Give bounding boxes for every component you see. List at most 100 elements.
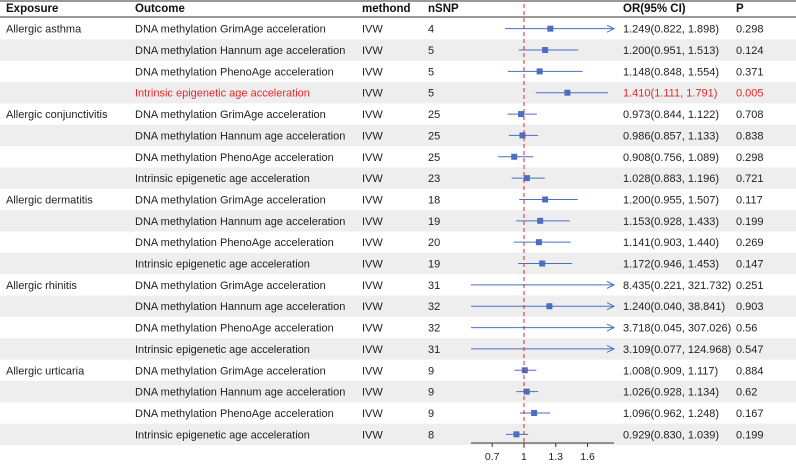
outcome-label: Intrinsic epigenetic age acceleration [135,173,310,185]
p-value: 0.903 [736,301,764,313]
or-ci-value: 0.908(0.756, 1.089) [623,152,719,164]
nsnp-value: 19 [428,259,440,271]
x-tick-label: 1.3 [548,451,563,463]
or-marker [535,239,542,246]
outcome-label: DNA methylation Hannum age acceleration [135,45,345,57]
nsnp-value: 9 [428,387,434,399]
ci-arrow [606,280,616,289]
p-value: 0.124 [736,45,764,57]
header-p: P [736,3,744,15]
or-ci-value: 1.240(0.040, 38.841) [623,301,725,313]
table-row: DNA methylation Hannum age acceleration I… [135,216,764,228]
plot-area [471,4,616,448]
table-row: DNA methylation PhenoAge acceleration IVW… [135,66,764,78]
method-label: IVW [362,152,383,164]
outcome-label: DNA methylation PhenoAge acceleration [135,408,334,420]
or-marker [523,175,530,182]
or-ci-value: 1.026(0.928, 1.134) [623,387,719,399]
row-stripe [0,210,796,232]
p-value: 0.708 [736,109,764,121]
p-value: 0.547 [736,344,764,356]
method-label: IVW [362,323,383,335]
method-label: IVW [362,365,383,377]
p-value: 0.298 [736,152,764,164]
method-label: IVW [362,45,383,57]
outcome-label: DNA methylation GrimAge acceleration [135,194,326,206]
or-marker [564,89,571,96]
exposure-label: Allergic dermatitis [6,194,93,206]
method-label: IVW [362,109,383,121]
row-stripe [0,295,796,317]
or-ci-value: 1.028(0.883, 1.196) [623,173,719,185]
or-ci-value: 8.435(0.221, 321.732) [623,280,731,292]
ci-arrow [606,344,616,353]
nsnp-value: 25 [428,109,440,121]
outcome-label: DNA methylation PhenoAge acceleration [135,66,334,78]
or-ci-value: 0.986(0.857, 1.133) [623,130,719,142]
p-value: 0.251 [736,280,764,292]
nsnp-value: 5 [428,66,434,78]
row-stripe [0,423,796,445]
method-label: IVW [362,280,383,292]
outcome-label: Intrinsic epigenetic age acceleration [135,259,310,271]
outcome-label: Intrinsic epigenetic age acceleration [135,344,310,356]
header-exposure: Exposure [6,3,58,15]
ci-arrow [606,302,616,311]
x-tick-label: 1.6 [580,451,595,463]
table-row: DNA methylation Hannum age acceleration I… [135,130,764,142]
outcome-label: Intrinsic epigenetic age acceleration [135,88,310,100]
row-stripe [0,82,796,104]
table-row: DNA methylation Hannum age acceleration I… [135,301,764,313]
ci-arrow [606,24,616,33]
p-value: 0.269 [736,237,764,249]
table-row: Allergic urticaria DNA methylation GrimAg… [6,365,764,377]
row-stripe [0,338,796,360]
or-ci-value: 3.109(0.077, 124.968) [623,344,731,356]
method-label: IVW [362,194,383,206]
or-marker [531,409,538,416]
header-nsnp: nSNP [428,3,459,15]
table-row: Intrinsic epigenetic age acceleration IVW… [135,259,764,271]
method-label: IVW [362,24,383,36]
or-ci-value: 0.973(0.844, 1.122) [623,109,719,121]
or-ci-value: 1.153(0.928, 1.433) [623,216,719,228]
method-label: IVW [362,408,383,420]
or-ci-value: 1.200(0.955, 1.507) [623,194,719,206]
p-value: 0.147 [736,259,764,271]
p-value: 0.298 [736,24,764,36]
or-marker [542,47,549,54]
header-row: Exposure Outcome methond nSNP OR(95% CI)… [6,3,744,15]
or-marker [542,196,549,203]
nsnp-value: 23 [428,173,440,185]
or-ci-value: 1.410(1.111, 1.791) [623,88,717,100]
nsnp-value: 31 [428,344,440,356]
method-label: IVW [362,387,383,399]
ci-arrow [606,323,616,332]
or-marker [539,260,546,267]
table-row: DNA methylation PhenoAge acceleration IVW… [135,408,764,420]
table-row: Intrinsic epigenetic age acceleration IVW… [135,88,764,100]
or-ci-value: 0.929(0.830, 1.039) [623,429,719,441]
x-tick-label: 0.7 [485,451,500,463]
or-marker [513,431,520,438]
p-value: 0.838 [736,130,764,142]
table-row: Allergic conjunctivitis DNA methylation G… [6,109,764,121]
row-stripe [0,380,796,403]
or-marker [519,132,526,139]
p-value: 0.117 [736,194,763,206]
p-value: 0.167 [736,408,764,420]
table-row: DNA methylation PhenoAge acceleration IVW… [135,237,764,249]
or-ci-value: 1.141(0.903, 1.440) [623,237,719,249]
header-method: methond [362,3,411,15]
row-stripe [0,252,796,275]
table-row: Allergic asthma DNA methylation GrimAge a… [6,24,764,36]
method-label: IVW [362,173,383,185]
or-marker [536,68,543,75]
p-value: 0.199 [736,429,764,441]
exposure-label: Allergic asthma [6,24,82,36]
nsnp-value: 5 [428,88,434,100]
p-value: 0.721 [736,173,764,185]
table-row: DNA methylation Hannum age acceleration I… [135,387,757,399]
or-ci-value: 1.200(0.951, 1.513) [623,45,719,57]
